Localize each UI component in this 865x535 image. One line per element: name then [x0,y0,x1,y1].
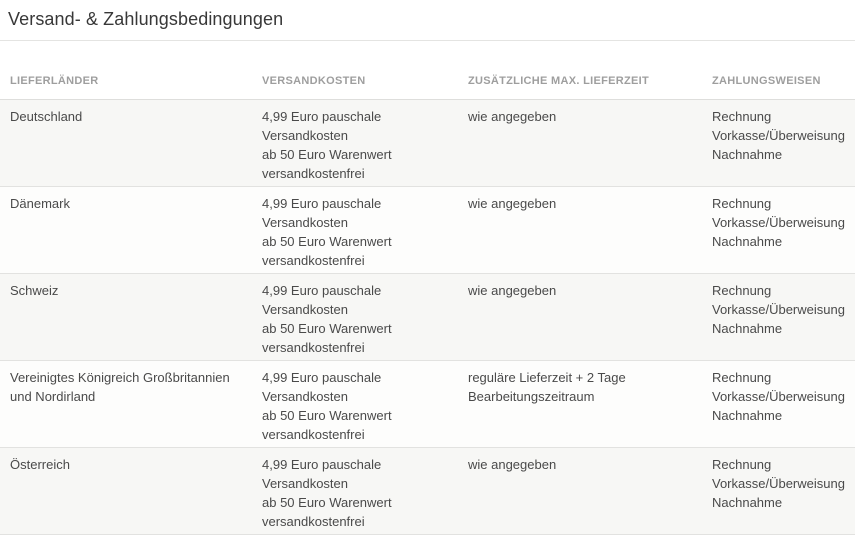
page-title: Versand- & Zahlungsbedingungen [0,0,855,41]
cell-shipping-costs: 4,99 Euro pauschale Versandkosten ab 50 … [262,457,392,529]
table-row: Österreich 4,99 Euro pauschale Versandko… [0,448,855,535]
column-header-delivery-countries: LIEFERLÄNDER [10,75,99,87]
cell-shipping-costs: 4,99 Euro pauschale Versandkosten ab 50 … [262,370,392,442]
cell-max-delivery-time: wie angegeben [468,283,557,298]
table-row: Dänemark 4,99 Euro pauschale Versandkost… [0,187,855,274]
cell-country: Österreich [10,457,70,472]
cell-country: Dänemark [10,196,70,211]
cell-shipping-costs: 4,99 Euro pauschale Versandkosten ab 50 … [262,283,392,355]
cell-payment-methods: Rechnung Vorkasse/Überweisung Nachnahme [712,370,845,423]
table-row: Deutschland 4,99 Euro pauschale Versandk… [0,100,855,187]
cell-max-delivery-time: wie angegeben [468,457,557,472]
cell-max-delivery-time: wie angegeben [468,196,557,211]
cell-payment-methods: Rechnung Vorkasse/Überweisung Nachnahme [712,457,845,510]
table-row: Vereinigtes Königreich Großbritannien un… [0,361,855,448]
cell-max-delivery-time: reguläre Lieferzeit + 2 Tage Bearbeitung… [468,370,626,404]
cell-country: Vereinigtes Königreich Großbritannien un… [10,370,230,404]
cell-shipping-costs: 4,99 Euro pauschale Versandkosten ab 50 … [262,109,392,181]
table-row: Schweiz 4,99 Euro pauschale Versandkoste… [0,274,855,361]
table-header-row: LIEFERLÄNDER VERSANDKOSTEN ZUSÄTZLICHE M… [0,41,855,100]
shipping-conditions-table: LIEFERLÄNDER VERSANDKOSTEN ZUSÄTZLICHE M… [0,41,855,535]
cell-max-delivery-time: wie angegeben [468,109,557,124]
column-header-shipping-costs: VERSANDKOSTEN [262,75,366,87]
cell-payment-methods: Rechnung Vorkasse/Überweisung Nachnahme [712,109,845,162]
cell-payment-methods: Rechnung Vorkasse/Überweisung Nachnahme [712,283,845,336]
cell-country: Deutschland [10,109,83,124]
cell-payment-methods: Rechnung Vorkasse/Überweisung Nachnahme [712,196,845,249]
column-header-max-delivery-time: ZUSÄTZLICHE MAX. LIEFERZEIT [468,75,650,87]
cell-shipping-costs: 4,99 Euro pauschale Versandkosten ab 50 … [262,196,392,268]
column-header-payment-methods: ZAHLUNGSWEISEN [712,75,821,87]
cell-country: Schweiz [10,283,59,298]
